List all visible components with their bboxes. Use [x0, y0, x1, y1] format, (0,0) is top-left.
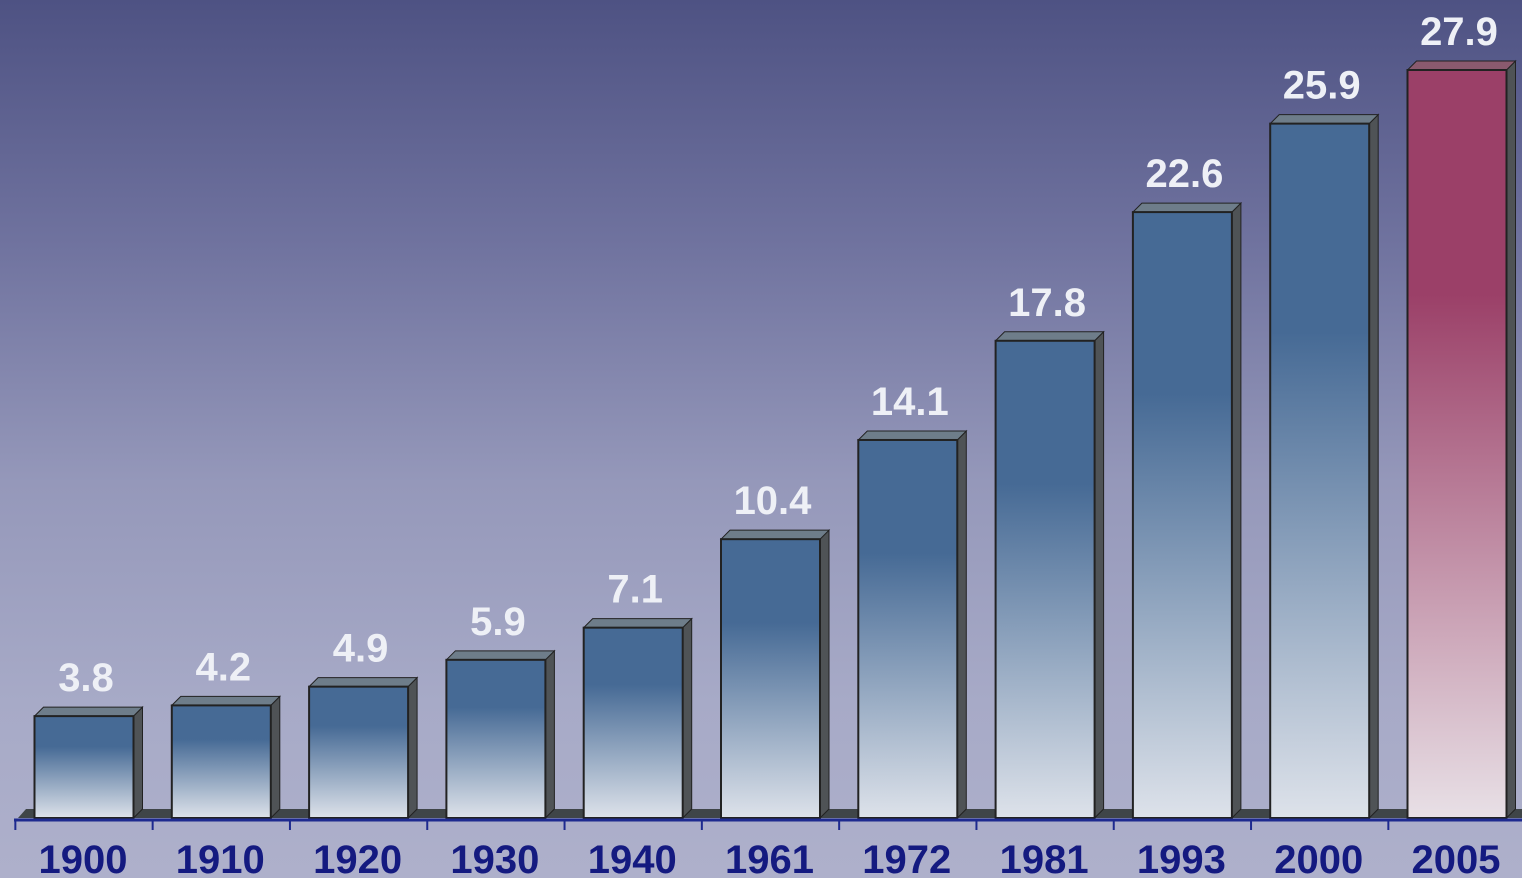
- bar-top-face: [994, 331, 1105, 342]
- bar-1930: [445, 649, 556, 820]
- bar-top-face: [1406, 60, 1517, 71]
- bar-front-face: [582, 626, 684, 819]
- category-label: 1930: [450, 838, 539, 878]
- bar-top-face: [582, 618, 693, 629]
- bar-2000: [1268, 113, 1380, 820]
- category-label: 1900: [39, 838, 128, 878]
- bar-top-face: [445, 650, 556, 661]
- bar-front-face: [33, 715, 135, 820]
- bar-front-face: [1406, 69, 1508, 819]
- bars-group: [33, 59, 1517, 820]
- bar-side-face: [682, 617, 693, 820]
- bar-side-face: [956, 429, 967, 820]
- bar-side-face: [270, 695, 281, 820]
- bar-side-face: [133, 705, 143, 820]
- category-label: 1910: [176, 838, 265, 878]
- bar-side-face: [1094, 330, 1105, 820]
- category-label: 2000: [1274, 838, 1363, 878]
- bar-1940: [582, 617, 693, 820]
- category-label: 1993: [1137, 838, 1226, 878]
- bar-1900: [33, 705, 144, 820]
- bar-top-face: [1131, 202, 1243, 213]
- bar-side-face: [1368, 113, 1379, 820]
- bar-side-face: [544, 649, 555, 820]
- bar-top-face: [170, 695, 282, 706]
- bar-front-face: [1269, 122, 1371, 820]
- bar-1910: [170, 695, 282, 820]
- value-label: 3.8: [58, 656, 114, 700]
- bar-top-face: [1268, 114, 1380, 125]
- category-label: 1972: [862, 838, 951, 878]
- value-label: 10.4: [734, 479, 813, 523]
- bar-side-face: [1506, 59, 1516, 820]
- value-label: 5.9: [470, 600, 526, 644]
- bar-side-face: [1231, 201, 1242, 820]
- bar-front-face: [308, 685, 410, 819]
- value-label: 22.6: [1145, 152, 1223, 196]
- bar-side-face: [819, 528, 830, 820]
- category-label: 1961: [725, 838, 814, 878]
- bar-2005: [1406, 59, 1517, 820]
- value-label: 4.2: [195, 645, 251, 689]
- bar-top-face: [307, 677, 419, 688]
- bar-1961: [719, 528, 831, 820]
- value-label: 14.1: [871, 380, 949, 424]
- bar-1993: [1131, 201, 1243, 820]
- value-label: 7.1: [607, 568, 663, 612]
- x-axis: [14, 818, 1522, 830]
- bar-1981: [994, 330, 1105, 820]
- value-label: 25.9: [1283, 64, 1361, 108]
- value-label: 17.8: [1008, 281, 1086, 325]
- category-label: 1981: [1000, 838, 1089, 878]
- bar-top-face: [33, 706, 144, 717]
- bar-1920: [307, 676, 419, 820]
- bar-1972: [857, 429, 968, 820]
- bar-side-face: [407, 676, 418, 820]
- category-label: 2005: [1412, 838, 1501, 878]
- bar-top-face: [719, 529, 831, 540]
- bar-front-face: [994, 339, 1096, 819]
- value-labels-group: 3.8 4.2 4.9 5.9 7.1 10.4 14.1 17.8 22.6 25.9 27.9: [58, 10, 1498, 700]
- value-label: 4.9: [333, 627, 389, 671]
- category-label: 1920: [313, 838, 402, 878]
- bar-front-face: [445, 658, 547, 820]
- category-label: 1940: [588, 838, 677, 878]
- value-label: 27.9: [1420, 10, 1498, 54]
- bar-top-face: [857, 430, 968, 441]
- bar-front-face: [1131, 211, 1233, 819]
- bar-front-face: [170, 704, 272, 819]
- category-labels-group: 1900 1910 1920 1930 1940 1961 1972 1981 1993 2000…: [39, 838, 1501, 878]
- bar-front-face: [857, 438, 959, 819]
- bar-front-face: [720, 538, 821, 819]
